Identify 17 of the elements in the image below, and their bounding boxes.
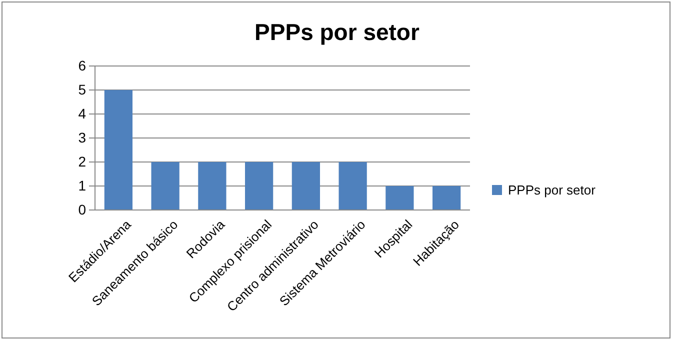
y-tick-label: 3 [78, 129, 86, 146]
bar [338, 162, 367, 210]
bar [245, 162, 274, 210]
legend-label: PPPs por setor [508, 182, 596, 198]
y-tick-label: 2 [78, 153, 86, 170]
bar [104, 90, 132, 210]
y-tick-label: 5 [78, 81, 86, 98]
y-tick-label: 1 [78, 177, 86, 194]
bar [386, 186, 414, 210]
y-tick-label: 0 [78, 201, 86, 218]
bar [151, 162, 180, 210]
y-tick-label: 6 [78, 57, 86, 74]
bar [292, 162, 320, 210]
bar [432, 186, 461, 210]
y-tick-label: 4 [78, 105, 86, 122]
bar [198, 162, 226, 210]
chart-title: PPPs por setor [254, 19, 420, 45]
